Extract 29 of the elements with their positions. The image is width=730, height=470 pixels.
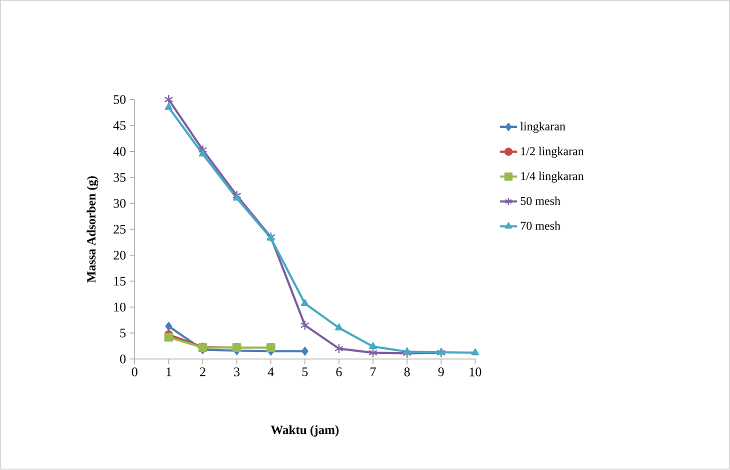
legend-label: 50 mesh <box>520 196 560 206</box>
x-axis-title: Waktu (jam) <box>270 425 339 437</box>
x-tick-label: 1 <box>166 368 172 376</box>
x-tick-label: 10 <box>470 368 482 377</box>
y-tick-label: 20 <box>114 251 126 260</box>
x-tick-label: 5 <box>302 368 308 376</box>
y-axis-title: Massa Adsorben (g) <box>86 176 98 283</box>
y-tick-label: 15 <box>114 277 126 286</box>
x-tick-label: 8 <box>404 368 410 377</box>
legend-label: 1/4 lingkaran <box>521 172 584 183</box>
y-tick-label: 40 <box>113 147 126 156</box>
y-tick-label: 5 <box>120 328 126 338</box>
legend-label: lingkaran <box>520 122 566 134</box>
y-tick-label: 0 <box>120 354 126 364</box>
x-tick-label: 7 <box>370 368 376 376</box>
legend-label: 70 mesh <box>520 222 560 230</box>
y-tick-label: 25 <box>114 225 126 234</box>
x-tick-label: 9 <box>438 368 444 376</box>
x-tick-label: 0 <box>132 368 138 377</box>
y-tick-label: 35 <box>114 173 126 182</box>
x-tick-label: 6 <box>336 368 342 376</box>
y-tick-label: 10 <box>114 302 126 312</box>
y-tick-label: 45 <box>113 121 126 130</box>
y-tick-label: 30 <box>114 199 126 208</box>
x-tick-label: 3 <box>234 368 240 376</box>
x-tick-label: 4 <box>268 368 274 376</box>
y-tick-label: 50 <box>114 95 126 104</box>
legend-label: 1/2 lingkaran <box>521 147 584 158</box>
x-tick-label: 2 <box>200 368 206 376</box>
